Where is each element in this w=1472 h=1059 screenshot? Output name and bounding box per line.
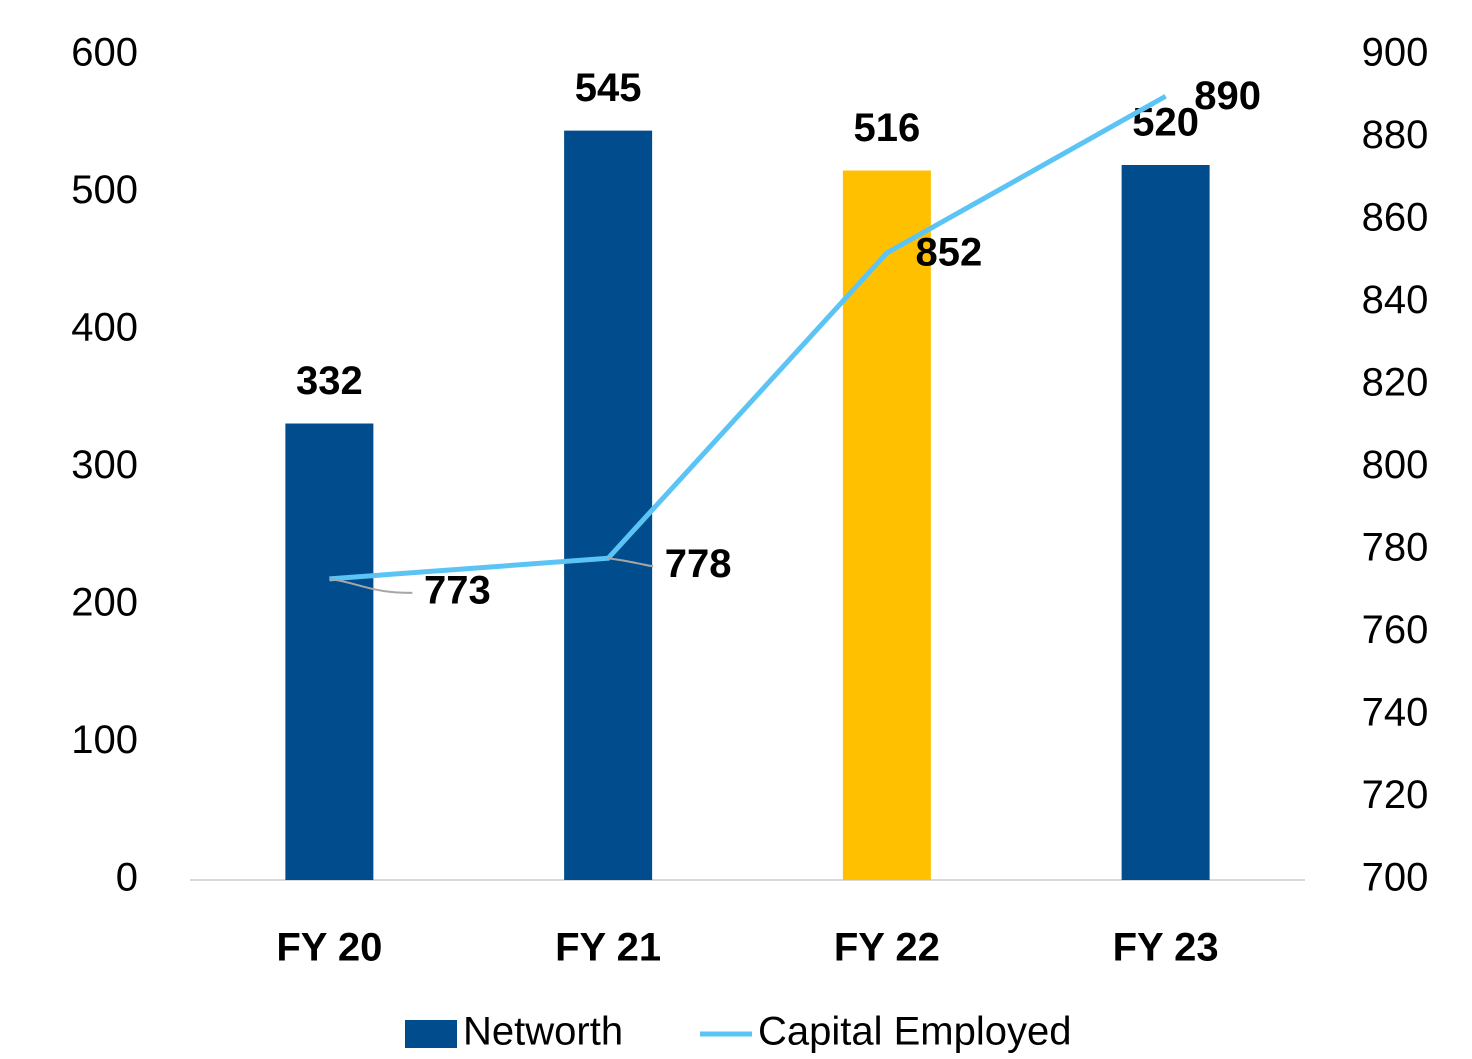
bar <box>285 423 374 880</box>
bar <box>564 130 653 880</box>
y2-tick-label: 760 <box>1362 608 1429 652</box>
y2-tick-label: 780 <box>1362 526 1429 570</box>
y2-tick-label: 840 <box>1362 278 1429 322</box>
bar <box>842 170 931 880</box>
legend-label: Networth <box>463 1010 623 1054</box>
leader-line <box>607 557 654 568</box>
y-tick-label: 500 <box>71 168 138 212</box>
data-label: 852 <box>916 231 983 275</box>
data-label: 778 <box>665 542 732 586</box>
data-label: 516 <box>854 106 921 150</box>
legend-label: Capital Employed <box>758 1010 1072 1054</box>
line <box>329 94 1167 582</box>
y-tick-label: 400 <box>71 306 138 350</box>
y-tick-label: 0 <box>116 856 138 900</box>
y2-tick-label: 740 <box>1362 691 1429 735</box>
data-label: 332 <box>296 359 363 403</box>
legend-swatch <box>405 1020 457 1048</box>
y2-tick-label: 860 <box>1362 196 1429 240</box>
y-tick-label: 200 <box>71 581 138 625</box>
x-tick-label: FY 22 <box>834 926 940 970</box>
y2-tick-label: 880 <box>1362 113 1429 157</box>
y2-tick-label: 800 <box>1362 443 1429 487</box>
data-label: 773 <box>424 568 491 612</box>
y-tick-label: 600 <box>71 31 138 75</box>
data-label: 545 <box>575 66 642 110</box>
leader-line <box>329 577 413 594</box>
y-tick-label: 100 <box>71 718 138 762</box>
y2-tick-label: 820 <box>1362 361 1429 405</box>
y2-tick-label: 900 <box>1362 31 1429 75</box>
y2-tick-label: 700 <box>1362 856 1429 900</box>
bar <box>1121 165 1210 880</box>
y-tick-label: 300 <box>71 443 138 487</box>
x-tick-label: FY 23 <box>1113 926 1219 970</box>
x-tick-label: FY 20 <box>276 926 382 970</box>
x-tick-label: FY 21 <box>555 926 661 970</box>
y2-tick-label: 720 <box>1362 773 1429 817</box>
data-label: 890 <box>1194 74 1261 118</box>
